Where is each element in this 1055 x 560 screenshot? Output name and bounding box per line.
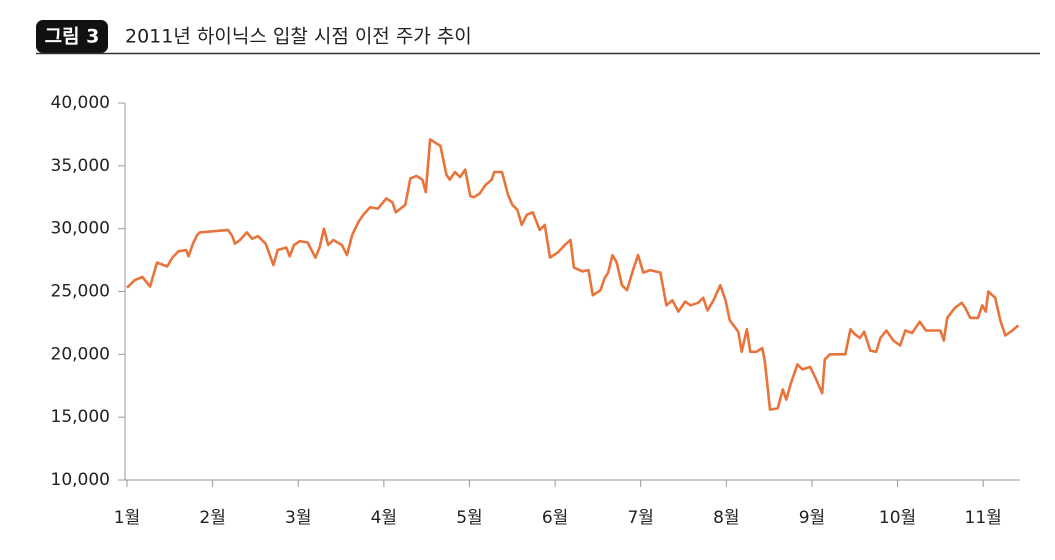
y-tick-label: 10,000 [51,470,110,490]
x-tick-label: 10월 [879,508,916,528]
y-tick-label: 35,000 [51,156,110,176]
x-tick-label: 9월 [799,508,825,528]
x-tick-label: 3월 [285,508,311,528]
chart-title: 2011년 하이닉스 입찰 시점 이전 주가 추이 [125,26,472,48]
x-tick-label: 6월 [542,508,568,528]
y-tick-label: 30,000 [51,219,110,239]
y-tick-label: 25,000 [51,282,110,302]
x-tick-label: 1월 [114,508,140,528]
x-tick-label: 2월 [199,508,225,528]
price-line [126,138,1020,411]
x-tick-label: 8월 [713,508,739,528]
x-tick-label: 5월 [456,508,482,528]
y-tick-label: 15,000 [51,407,110,427]
x-tick-label: 4월 [371,508,397,528]
x-tick-label: 11월 [965,508,1002,528]
figure-label: 그림 3 [45,26,100,48]
x-tick-label: 7월 [627,508,653,528]
figure-badge [36,20,108,53]
y-tick-label: 40,000 [51,93,110,113]
y-tick-label: 20,000 [51,344,110,364]
